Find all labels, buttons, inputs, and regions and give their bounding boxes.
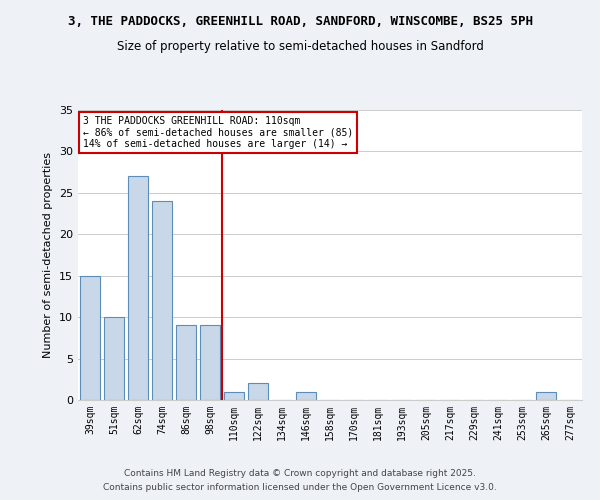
Bar — [200, 326, 220, 400]
Text: Contains public sector information licensed under the Open Government Licence v3: Contains public sector information licen… — [103, 484, 497, 492]
Text: 3, THE PADDOCKS, GREENHILL ROAD, SANDFORD, WINSCOMBE, BS25 5PH: 3, THE PADDOCKS, GREENHILL ROAD, SANDFOR… — [67, 15, 533, 28]
Bar — [152, 201, 172, 400]
Y-axis label: Number of semi-detached properties: Number of semi-detached properties — [43, 152, 53, 358]
Bar — [224, 392, 244, 400]
Text: Size of property relative to semi-detached houses in Sandford: Size of property relative to semi-detach… — [116, 40, 484, 53]
Bar — [536, 392, 556, 400]
Text: Contains HM Land Registry data © Crown copyright and database right 2025.: Contains HM Land Registry data © Crown c… — [124, 468, 476, 477]
Text: 3 THE PADDOCKS GREENHILL ROAD: 110sqm
← 86% of semi-detached houses are smaller : 3 THE PADDOCKS GREENHILL ROAD: 110sqm ← … — [83, 116, 353, 149]
Bar — [248, 384, 268, 400]
Bar — [176, 326, 196, 400]
Bar — [80, 276, 100, 400]
Bar — [104, 317, 124, 400]
Bar — [296, 392, 316, 400]
Bar — [128, 176, 148, 400]
